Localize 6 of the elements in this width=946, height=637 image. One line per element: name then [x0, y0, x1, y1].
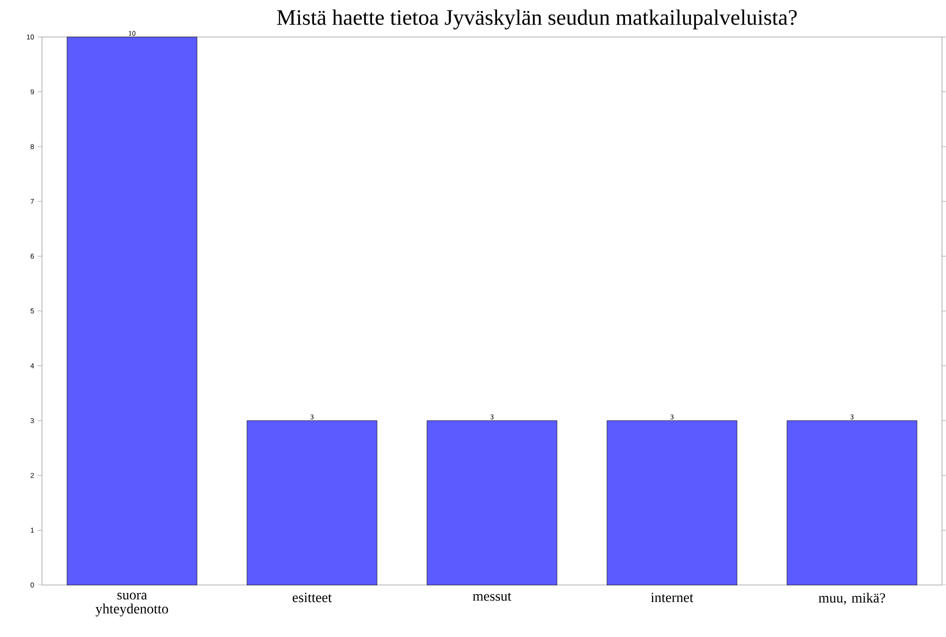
chart-title: Mistä haette tietoa Jyväskylän seudun matkailupalveluista?	[277, 9, 797, 30]
x-tick-label: messut	[472, 592, 512, 601]
x-tick-label: muu, mikä?	[818, 592, 886, 605]
x-tick-label: esitteet	[292, 592, 332, 602]
x-tick-label: suora yhteydenotto	[96, 592, 168, 616]
x-tick-label: internet	[650, 592, 694, 602]
